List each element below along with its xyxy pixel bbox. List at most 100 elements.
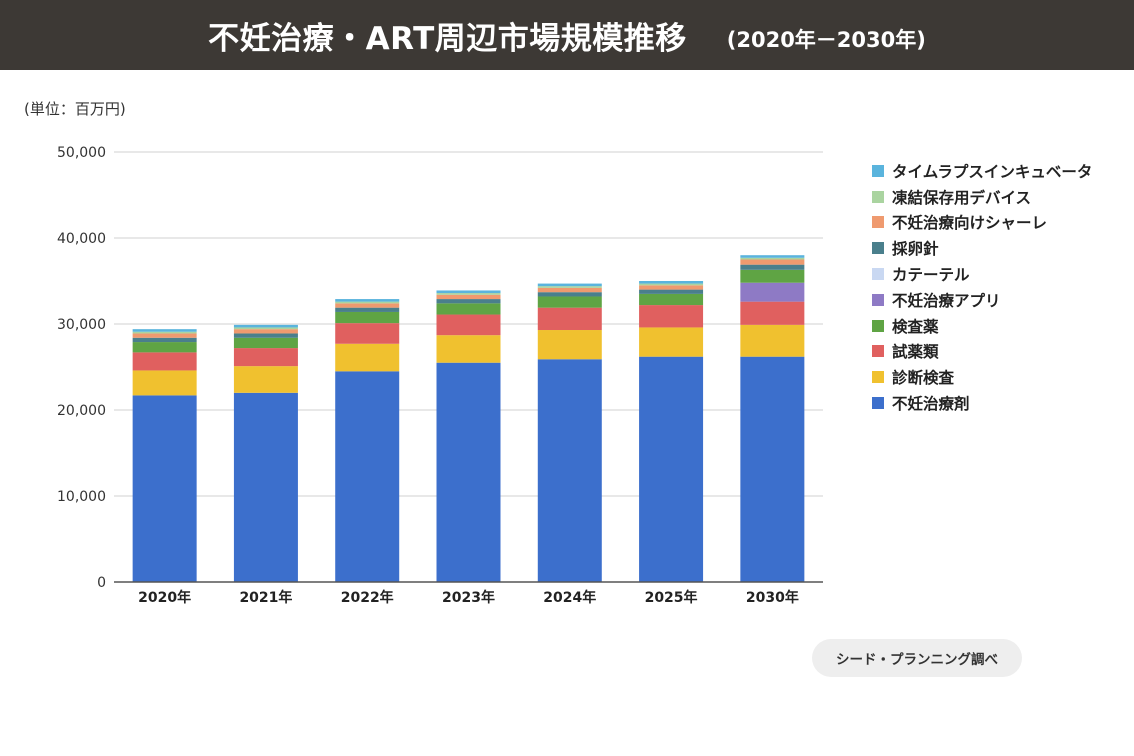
legend-swatch <box>872 190 884 203</box>
x-tick-label: 2020年 <box>138 589 191 606</box>
legend-label: 診断検査 <box>892 369 955 388</box>
axes: 0 10,000 20,000 30,000 40,000 50,000 2020年 2021… <box>57 145 823 606</box>
bar-segment <box>639 305 704 328</box>
bar-segment <box>436 362 501 582</box>
x-tick-label: 2021年 <box>239 589 292 606</box>
legend-swatch <box>872 268 884 281</box>
legend-swatch <box>872 164 884 177</box>
title-bar: 不妊治療・ART周辺市場規模推移 (2020年－2030年) <box>0 0 1134 70</box>
legend-swatch <box>872 293 884 306</box>
legend-item: 不妊治療向けシャーレ <box>872 210 1092 236</box>
bar-segment <box>639 285 704 290</box>
bar-segment <box>740 255 805 258</box>
bar-segment <box>639 289 704 294</box>
bar-segment <box>436 294 501 300</box>
bar-segment <box>537 292 602 297</box>
bar-segment <box>335 299 400 302</box>
bar-segment <box>233 392 298 582</box>
y-tick-label: 10,000 <box>57 489 106 505</box>
bar-segment <box>639 293 704 306</box>
legend-label: 不妊治療剤 <box>892 395 970 414</box>
legend-label: 採卵針 <box>892 240 939 259</box>
source-badge: シード・プランニング調べ <box>812 639 1022 677</box>
bar-segment <box>233 366 298 393</box>
bar-segment <box>233 327 298 330</box>
bar-segment <box>233 337 298 349</box>
legend-item: 診断検査 <box>872 364 1092 390</box>
bar-segment <box>233 329 298 334</box>
bar-segment <box>740 259 805 265</box>
bar-segment <box>740 324 805 357</box>
bar-segment <box>335 307 400 312</box>
legend-swatch <box>872 397 884 410</box>
bar-segment <box>335 343 400 372</box>
bar-segment <box>132 342 197 353</box>
x-tick-label: 2030年 <box>746 589 799 606</box>
bar-segment <box>740 356 805 582</box>
bar-segment <box>740 301 805 325</box>
bar-segment <box>436 303 501 315</box>
bar-segment <box>233 333 298 338</box>
legend-item: 検査薬 <box>872 313 1092 339</box>
bar-segment <box>436 290 501 294</box>
legend-label: 不妊治療向けシャーレ <box>892 214 1048 233</box>
legend-swatch <box>872 345 884 358</box>
unit-label: (単位：百万円) <box>24 100 126 118</box>
legend-item: 不妊治療アプリ <box>872 287 1092 313</box>
bar-segment <box>537 296 602 308</box>
bar-segment <box>132 331 197 334</box>
bar-segment <box>436 335 501 363</box>
page-subtitle: (2020年－2030年) <box>726 28 926 52</box>
legend-label: 試薬類 <box>892 343 939 362</box>
x-tick-label: 2022年 <box>341 589 394 606</box>
y-tick-label: 0 <box>97 575 106 591</box>
legend-item: カテーテル <box>872 261 1092 287</box>
legend-swatch <box>872 319 884 332</box>
x-tick-label: 2025年 <box>645 589 698 606</box>
bar-segment <box>233 324 298 328</box>
bar-segment <box>639 281 704 284</box>
bar-segment <box>132 329 197 332</box>
bar-segment <box>740 282 805 302</box>
bar-segment <box>436 299 501 304</box>
bar-segment <box>233 348 298 367</box>
legend-label: カテーテル <box>892 266 970 285</box>
bar-segment <box>132 337 197 343</box>
bar-segment <box>335 301 400 304</box>
bar-segment <box>335 303 400 308</box>
legend-swatch <box>872 242 884 255</box>
legend-swatch <box>872 216 884 229</box>
bar-segment <box>537 330 602 360</box>
bar-segment <box>740 264 805 270</box>
bar-segment <box>639 356 704 582</box>
bar-segment <box>639 327 704 357</box>
legend-label: 凍結保存用デバイス <box>892 188 1032 207</box>
bar-segment <box>537 286 602 288</box>
bar-segment <box>132 395 197 582</box>
legend-item: 不妊治療剤 <box>872 390 1092 416</box>
bar-segment <box>436 314 501 336</box>
legend: タイムラプスインキュベータ凍結保存用デバイス 不妊治療向けシャーレ 採卵針カテーテル… <box>872 158 1092 416</box>
y-tick-label: 20,000 <box>57 403 106 419</box>
legend-item: タイムラプスインキュベータ <box>872 158 1092 184</box>
bar-segment <box>537 307 602 331</box>
bars <box>132 255 805 582</box>
legend-item: 凍結保存用デバイス <box>872 184 1092 210</box>
legend-item: 試薬類 <box>872 339 1092 365</box>
y-tick-label: 40,000 <box>57 231 106 247</box>
y-tick-label: 30,000 <box>57 317 106 333</box>
stacked-bar-chart: 0 10,000 20,000 30,000 40,000 50,000 2020年 2021… <box>57 145 823 606</box>
bar-segment <box>639 283 704 286</box>
x-tick-label: 2023年 <box>442 589 495 606</box>
bar-segment <box>537 359 602 582</box>
bar-segment <box>335 311 400 324</box>
bar-segment <box>132 352 197 371</box>
legend-swatch <box>872 371 884 384</box>
bar-segment <box>537 283 602 287</box>
bar-segment <box>740 257 805 260</box>
legend-item: 採卵針 <box>872 235 1092 261</box>
bar-segment <box>335 371 400 582</box>
bar-segment <box>132 370 197 396</box>
bar-segment <box>436 293 501 295</box>
legend-label: 検査薬 <box>892 317 939 336</box>
